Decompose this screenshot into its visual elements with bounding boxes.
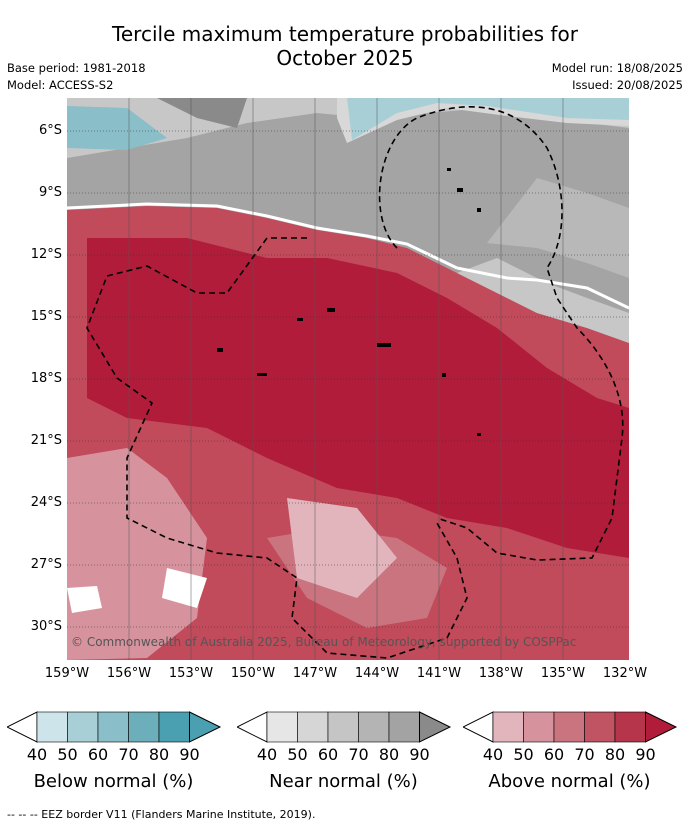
lon-label: 147°W	[292, 666, 338, 681]
base-period: Base period: 1981-2018	[7, 61, 146, 75]
lat-label: 24°S	[30, 495, 62, 510]
lat-label: 21°S	[30, 433, 62, 448]
lon-label: 132°W	[602, 666, 648, 681]
lon-label: 141°W	[416, 666, 462, 681]
model-name: Model: ACCESS-S2	[7, 78, 114, 92]
eez-borders	[86, 106, 624, 659]
colorbar-near-label: Near normal (%)	[269, 771, 418, 792]
graticule	[67, 130, 629, 628]
colorbar-above-normal	[463, 711, 678, 743]
colorbar-below-normal	[7, 711, 222, 743]
map-title: Tercile maximum temperature probabilitie…	[0, 22, 690, 70]
below-normal-patch-west	[67, 106, 167, 150]
colorbar-near-normal	[237, 711, 452, 743]
colorbar-below-label: Below normal (%)	[33, 771, 194, 792]
lon-label: 138°W	[478, 666, 524, 681]
issued-date: Issued: 20/08/2025	[572, 78, 683, 92]
lon-label: 156°W	[106, 666, 152, 681]
lon-label: 159°W	[44, 666, 90, 681]
lat-label: 15°S	[30, 309, 62, 324]
colorbar-above-label: Above normal (%)	[488, 771, 651, 792]
above-normal-core	[87, 238, 629, 558]
lon-label: 153°W	[168, 666, 214, 681]
lat-label: 30°S	[30, 619, 62, 634]
title-line-2: October 2025	[276, 46, 414, 70]
lon-label: 144°W	[354, 666, 400, 681]
right-metadata: Model run: 18/08/2025 Issued: 20/08/2025	[552, 60, 683, 94]
lon-label: 135°W	[540, 666, 586, 681]
model-run: Model run: 18/08/2025	[551, 61, 683, 75]
below-normal-patch-east	[347, 98, 629, 140]
eez-footnote: -- -- -- EEZ border V11 (Flanders Marine…	[7, 808, 316, 821]
islands	[217, 168, 481, 436]
lat-label: 6°S	[38, 123, 62, 138]
lat-label: 12°S	[30, 247, 62, 262]
lat-label: 27°S	[30, 557, 62, 572]
left-metadata: Base period: 1981-2018 Model: ACCESS-S2	[7, 60, 146, 94]
title-line-1: Tercile maximum temperature probabilitie…	[112, 22, 578, 46]
probability-map: © Commonwealth of Australia 2025, Bureau…	[67, 98, 629, 660]
lat-label: 18°S	[30, 371, 62, 386]
lon-label: 150°W	[230, 666, 276, 681]
lat-label: 9°S	[38, 185, 62, 200]
copyright-text: © Commonwealth of Australia 2025, Bureau…	[71, 635, 576, 649]
